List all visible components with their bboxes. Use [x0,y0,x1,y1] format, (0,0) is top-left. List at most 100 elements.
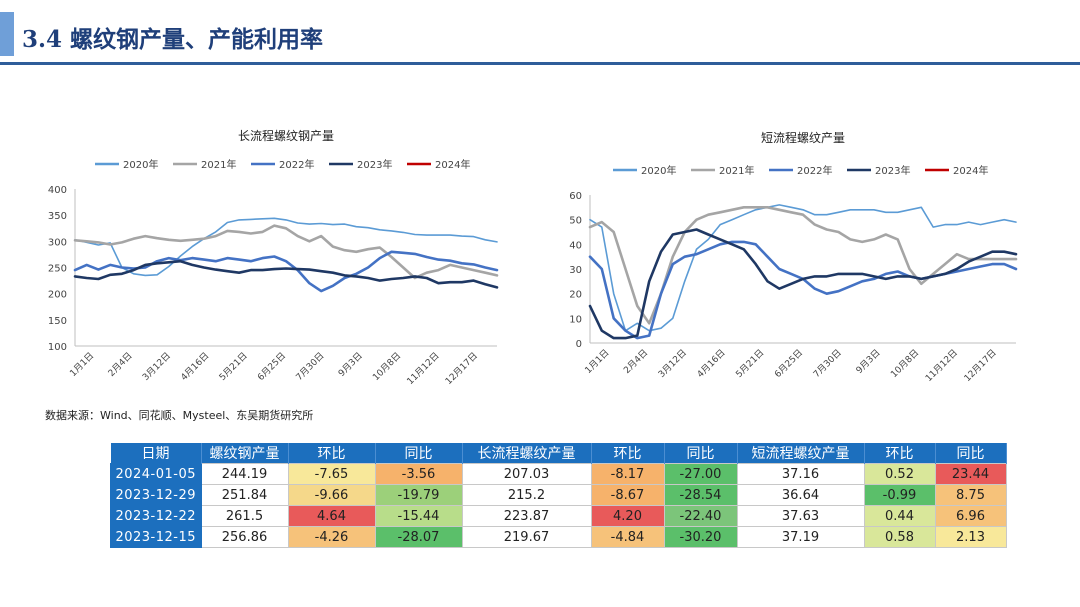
column-header: 环比 [864,443,936,464]
x-tick-label: 4月16日 [695,347,728,380]
production-table: 日期 螺纹钢产量 环比 同比 长流程螺纹产量 环比 同比 短流程螺纹产量 环比 同比 2024-0… [110,443,1007,548]
value-cell: -8.67 [590,484,665,506]
y-tick-label: 40 [569,240,582,251]
value-cell: 251.84 [200,484,289,506]
value-cell: -3.56 [374,463,463,485]
column-header: 短流程螺纹产量 [737,443,865,464]
chart-title: 长流程螺纹钢产量 [238,128,334,143]
value-cell: 0.52 [863,463,936,485]
value-cell: 36.64 [736,484,865,506]
x-tick-label: 6月25日 [772,347,805,380]
legend-label: 2024年 [435,158,470,171]
value-cell: 223.87 [461,505,592,527]
series-line-1 [74,217,498,277]
value-cell: 2.13 [934,526,1007,548]
chart-title: 短流程螺纹产量 [761,130,845,145]
y-tick-label: 400 [48,185,67,196]
value-cell: -30.20 [663,526,738,548]
y-tick-label: 30 [569,265,582,276]
title-accent-bar [0,12,14,56]
y-tick-label: 0 [576,339,582,350]
y-tick-label: 150 [48,316,67,327]
column-header: 环比 [591,443,665,464]
value-cell: -28.54 [663,484,738,506]
legend-label: 2020年 [641,164,676,177]
legend-label: 2023年 [357,158,392,171]
x-tick-label: 10月8日 [889,347,922,380]
y-tick-label: 10 [569,314,582,325]
table-row: 2023-12-15 256.86 -4.26 -28.07 219.67 -4.84 -3… [110,526,1007,548]
value-cell: 4.64 [287,505,376,527]
value-cell: -27.00 [663,463,738,485]
legend-label: 2021年 [201,158,236,171]
column-header: 同比 [664,443,738,464]
y-tick-label: 350 [48,211,67,222]
value-cell: 23.44 [934,463,1007,485]
table-row: 2023-12-22 261.5 4.64 -15.44 223.87 4.20 -22.4… [110,505,1007,527]
y-tick-label: 300 [48,237,67,248]
value-cell: 219.67 [461,526,592,548]
y-tick-label: 50 [569,216,582,227]
date-cell: 2023-12-22 [110,505,202,527]
column-header: 环比 [288,443,376,464]
value-cell: -22.40 [663,505,738,527]
value-cell: -15.44 [374,505,463,527]
column-header: 长流程螺纹产量 [462,443,592,464]
legend-label: 2020年 [123,158,158,171]
value-cell: 4.20 [590,505,665,527]
y-tick-label: 100 [48,342,67,353]
title-divider [0,62,1080,65]
value-cell: 6.96 [934,505,1007,527]
value-cell: -9.66 [287,484,376,506]
table-header-row: 日期 螺纹钢产量 环比 同比 长流程螺纹产量 环比 同比 短流程螺纹产量 环比 同比 [110,443,1007,464]
value-cell: -28.07 [374,526,463,548]
series-line-2 [73,224,499,280]
x-tick-label: 1月1日 [583,347,612,376]
series-line-4 [588,228,1018,340]
column-header: 螺纹钢产量 [201,443,289,464]
legend-label: 2024年 [953,164,988,177]
x-tick-label: 2月4日 [622,347,651,376]
value-cell: 215.2 [461,484,592,506]
column-header: 同比 [935,443,1007,464]
series-line-3 [588,240,1018,340]
series-line-1 [589,204,1017,332]
value-cell: 0.58 [863,526,936,548]
value-cell: -8.17 [590,463,665,485]
column-header: 日期 [110,443,202,464]
series-line-4 [73,259,499,289]
value-cell: 244.19 [200,463,289,485]
legend-label: 2021年 [719,164,754,177]
value-cell: 8.75 [934,484,1007,506]
y-tick-label: 200 [48,290,67,301]
x-tick-label: 9月3日 [854,347,883,376]
date-cell: 2023-12-15 [110,526,202,548]
value-cell: 207.03 [461,463,592,485]
value-cell: -0.99 [863,484,936,506]
table-row: 2024-01-05 244.19 -7.65 -3.56 207.03 -8.17 -27… [110,463,1007,485]
value-cell: 37.16 [736,463,865,485]
value-cell: 37.19 [736,526,865,548]
value-cell: 256.86 [200,526,289,548]
page-title: 3.4 螺纹钢产量、产能利用率 [22,26,324,53]
legend-label: 2023年 [875,164,910,177]
x-tick-label: 7月30日 [811,347,844,380]
date-cell: 2023-12-29 [110,484,202,506]
date-cell: 2024-01-05 [110,463,202,485]
x-tick-label: 11月12日 [923,347,960,384]
value-cell: 37.63 [736,505,865,527]
y-tick-label: 250 [48,264,67,275]
column-header: 同比 [375,443,463,464]
value-cell: -19.79 [374,484,463,506]
value-cell: 261.5 [200,505,289,527]
value-cell: 0.44 [863,505,936,527]
x-tick-label: 12月17日 [962,347,999,384]
value-cell: -4.26 [287,526,376,548]
legend-label: 2022年 [279,158,314,171]
legend-label: 2022年 [797,164,832,177]
value-cell: -4.84 [590,526,665,548]
x-tick-label: 3月12日 [656,347,689,380]
table-row: 2023-12-29 251.84 -9.66 -19.79 215.2 -8.67 -28… [110,484,1007,506]
